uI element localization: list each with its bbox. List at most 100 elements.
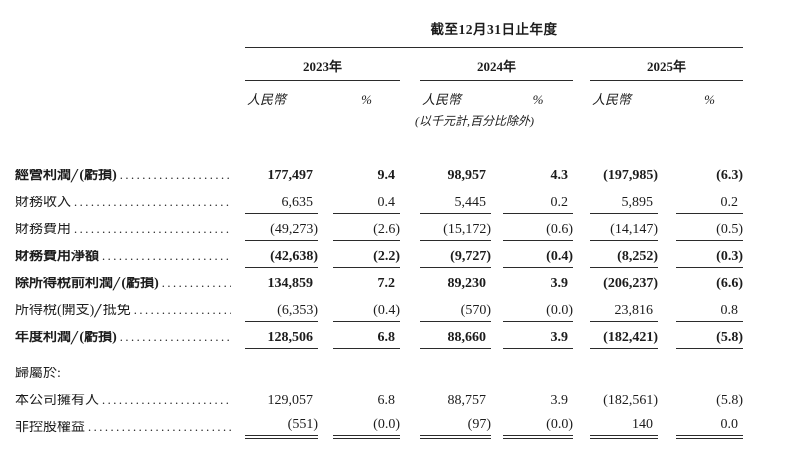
value-text: 3.9 — [550, 330, 569, 345]
year-header-2025: 2025年 — [590, 48, 743, 81]
table-header: 截至12月31日止年度 — [15, 18, 800, 47]
value-cell: 6.8 — [333, 394, 400, 412]
column-subheader-row: 人民幣 % 人民幣 % 人民幣 % — [15, 81, 800, 108]
percent-header-2023: % — [361, 92, 372, 107]
header-spacer — [15, 129, 800, 160]
currency-header-2023: 人民幣 — [247, 92, 287, 107]
value-cell: (197,985) — [590, 169, 658, 187]
value-cell: 3.9 — [503, 277, 573, 295]
value-text: 3.9 — [550, 276, 569, 291]
value-cell: (0.0) — [503, 304, 573, 322]
value-text: 6,635 — [281, 195, 314, 210]
value-cell — [420, 381, 491, 385]
value-text: (2.2) — [373, 249, 400, 264]
value-text: (0.4) — [373, 303, 400, 318]
value-cell: 6.8 — [333, 331, 400, 349]
value-text: (15,172) — [443, 222, 491, 237]
value-text: 177,497 — [267, 168, 314, 183]
header-rule-row — [15, 47, 800, 48]
row-label-text: 非控股權益 — [15, 421, 85, 435]
value-text: (97) — [467, 417, 491, 432]
dot-leader: ........................................… — [74, 196, 231, 209]
value-text: 140 — [632, 417, 653, 432]
value-text: (0.3) — [716, 249, 743, 264]
value-text: 0.0 — [720, 417, 739, 432]
value-text: 0.2 — [550, 195, 569, 210]
table-row: 財務收入....................................… — [15, 187, 800, 214]
value-cell: (97) — [420, 418, 491, 439]
value-cell: (551) — [245, 418, 318, 439]
value-text: (49,273) — [270, 222, 318, 237]
table-row: 本公司擁有人..................................… — [15, 385, 800, 412]
value-text: (42,638) — [270, 249, 318, 264]
value-cell: 0.8 — [676, 304, 743, 322]
value-text: (0.0) — [546, 417, 573, 432]
value-text: (0.5) — [716, 222, 743, 237]
value-cell — [245, 381, 318, 385]
value-cell: 88,660 — [420, 331, 491, 349]
value-cell: (6.6) — [676, 277, 743, 295]
percent-header-2024: % — [532, 92, 544, 107]
row-label-text: 除所得稅前利潤╱(虧損) — [15, 277, 159, 291]
table-row: 除所得稅前利潤╱(虧損)............................… — [15, 268, 800, 295]
table-row: 所得稅(開支)╱抵免..............................… — [15, 295, 800, 322]
row-label: 財務費用淨額..................................… — [15, 250, 245, 268]
value-text: (6.3) — [716, 168, 743, 183]
dot-leader: ........................................… — [88, 421, 231, 434]
value-text: 4.3 — [550, 168, 569, 183]
value-cell: (570) — [420, 304, 491, 322]
value-cell — [590, 381, 658, 385]
value-cell: 5,895 — [590, 196, 658, 214]
value-cell: 177,497 — [245, 169, 318, 187]
value-cell: (0.3) — [676, 250, 743, 268]
value-text: 9.4 — [377, 168, 396, 183]
value-cell: 0.0 — [676, 418, 743, 439]
row-label: 除所得稅前利潤╱(虧損)............................… — [15, 277, 245, 295]
table-body: 經營利潤╱(虧損)...............................… — [15, 160, 800, 439]
row-label: 非控股權益...................................… — [15, 421, 245, 439]
value-cell: (49,273) — [245, 223, 318, 241]
row-label: 歸屬於: — [15, 367, 245, 385]
value-text: (0.0) — [373, 417, 400, 432]
currency-header-2025: 人民幣 — [592, 92, 632, 107]
value-cell: (9,727) — [420, 250, 491, 268]
value-cell: (0.6) — [503, 223, 573, 241]
value-text: (570) — [460, 303, 491, 318]
value-cell: (5.8) — [676, 394, 743, 412]
table-row: 經營利潤╱(虧損)...............................… — [15, 160, 800, 187]
value-cell: 129,057 — [245, 394, 318, 412]
row-label-text: 所得稅(開支)╱抵免 — [15, 304, 131, 318]
value-cell: (15,172) — [420, 223, 491, 241]
value-cell: (6.3) — [676, 169, 743, 187]
value-text: (0.4) — [546, 249, 573, 264]
value-text: (5.8) — [716, 330, 743, 345]
header-top-rule — [245, 47, 743, 48]
value-cell: 9.4 — [333, 169, 400, 187]
value-text: (9,727) — [450, 249, 491, 264]
row-label: 財務收入....................................… — [15, 196, 245, 214]
value-text: 6.8 — [377, 330, 396, 345]
row-label-text: 財務費用 — [15, 223, 71, 237]
year-header-2023: 2023年 — [245, 48, 400, 81]
value-cell: (0.4) — [503, 250, 573, 268]
value-text: (2.6) — [373, 222, 400, 237]
value-cell: (6,353) — [245, 304, 318, 322]
value-cell: (5.8) — [676, 331, 743, 349]
row-label-text: 年度利潤╱(虧損) — [15, 331, 117, 345]
value-text: 5,895 — [621, 195, 654, 210]
value-text: (182,421) — [603, 330, 658, 345]
row-label: 年度利潤╱(虧損)...............................… — [15, 331, 245, 349]
value-text: 89,230 — [447, 276, 487, 291]
value-text: (0.0) — [546, 303, 573, 318]
value-cell: 0.4 — [333, 196, 400, 214]
dot-leader: ........................................… — [119, 169, 231, 182]
table-row: 歸屬於: — [15, 358, 800, 385]
value-cell: 7.2 — [333, 277, 400, 295]
value-cell: 0.2 — [676, 196, 743, 214]
value-cell: (206,237) — [590, 277, 658, 295]
value-text: (6,353) — [277, 303, 318, 318]
table-row: 財務費用淨額..................................… — [15, 241, 800, 268]
value-cell: (182,421) — [590, 331, 658, 349]
value-text: 128,506 — [267, 330, 314, 345]
value-text: (8,252) — [617, 249, 658, 264]
